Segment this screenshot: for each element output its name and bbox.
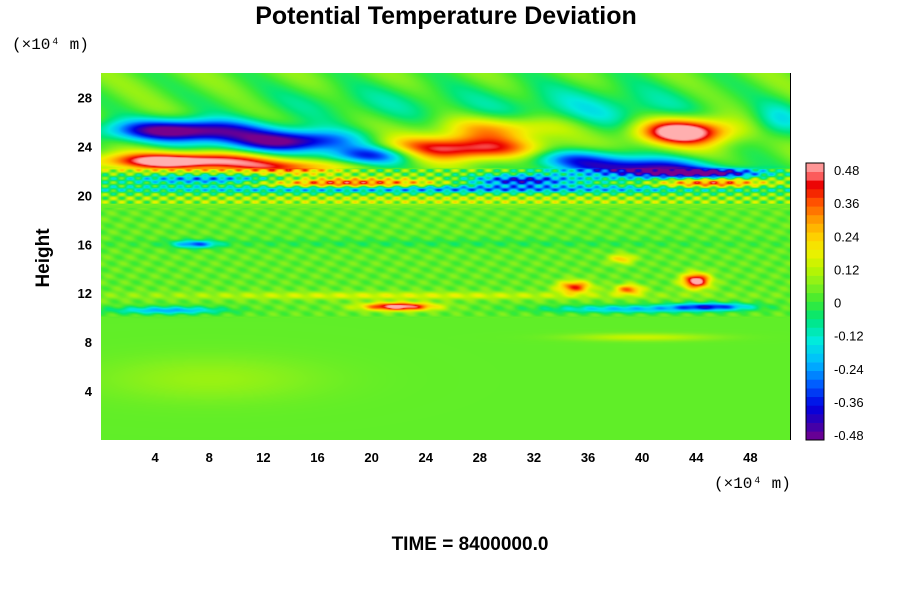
colorbar-swatch	[806, 379, 824, 389]
y-axis-title: Height	[33, 228, 54, 288]
x-tick-label: 44	[689, 450, 704, 465]
colorbar-swatch	[806, 163, 824, 172]
colorbar-swatch	[806, 223, 824, 233]
colorbar-swatch	[806, 180, 824, 190]
x-axis-ticks: 4 8 12 16 20 24 28 32 36 40 44 48	[152, 450, 758, 465]
x-axis-unit: (×10⁴ m)	[714, 475, 791, 493]
colorbar-swatch	[806, 414, 824, 423]
colorbar-swatch	[806, 284, 824, 294]
y-tick-label: 28	[78, 90, 92, 105]
heatmap-canvas	[101, 73, 791, 440]
colorbar-tick-label: 0.24	[834, 229, 859, 244]
heatmap-area	[101, 73, 791, 440]
x-tick-label: 8	[206, 450, 213, 465]
colorbar-ticks: 0.48 0.36 0.24 0.12 0 -0.12 -0.24 -0.36 -0.48	[834, 163, 864, 443]
x-tick-label: 48	[743, 450, 757, 465]
x-tick-label: 24	[418, 450, 433, 465]
colorbar-swatch	[806, 301, 824, 311]
colorbar-swatch	[806, 240, 824, 250]
y-tick-label: 16	[78, 237, 92, 252]
colorbar-tick-label: 0.36	[834, 196, 859, 211]
colorbar-swatch	[806, 292, 824, 302]
colorbar-swatch	[806, 327, 824, 337]
y-tick-label: 12	[78, 286, 92, 301]
y-axis-ticks: 4 8 12 16 20 24 28	[78, 90, 93, 399]
colorbar-swatch	[806, 310, 824, 320]
colorbar-swatch	[806, 249, 824, 259]
colorbar-tick-label: -0.36	[834, 395, 864, 410]
colorbar-swatch	[806, 318, 824, 328]
colorbar-tick-label: -0.12	[834, 329, 864, 344]
colorbar-tick-label: 0.48	[834, 163, 859, 178]
colorbar-frame	[805, 162, 825, 441]
colorbar	[805, 162, 825, 441]
x-tick-label: 40	[635, 450, 649, 465]
y-tick-label: 20	[78, 188, 92, 203]
colorbar-swatch	[806, 431, 824, 441]
colorbar-swatch	[806, 396, 824, 406]
colorbar-swatch	[806, 275, 824, 285]
y-tick-label: 24	[78, 139, 93, 154]
colorbar-swatch	[806, 171, 824, 181]
y-axis-unit: (×10⁴ m)	[12, 36, 89, 54]
x-tick-label: 12	[256, 450, 270, 465]
colorbar-swatch	[806, 362, 824, 372]
x-tick-label: 16	[310, 450, 324, 465]
colorbar-swatch	[806, 405, 824, 415]
colorbar-tick-label: 0	[834, 296, 841, 311]
y-tick-label: 8	[85, 335, 92, 350]
x-tick-label: 20	[364, 450, 378, 465]
chart-title: Potential Temperature Deviation	[255, 2, 637, 30]
y-tick-label: 4	[85, 384, 93, 399]
colorbar-swatch	[806, 206, 824, 216]
colorbar-swatch	[806, 266, 824, 276]
x-tick-label: 36	[581, 450, 595, 465]
colorbar-swatch	[806, 353, 824, 363]
colorbar-swatch	[806, 232, 824, 242]
colorbar-tick-label: -0.24	[834, 362, 864, 377]
x-tick-label: 4	[152, 450, 160, 465]
colorbar-swatch	[806, 188, 824, 198]
colorbar-swatch	[806, 214, 824, 224]
colorbar-swatch	[806, 336, 824, 346]
colorbar-swatch	[806, 370, 824, 380]
time-label: TIME = 8400000.0	[392, 534, 549, 555]
colorbar-tick-label: 0.12	[834, 262, 859, 277]
colorbar-swatch	[806, 344, 824, 354]
x-tick-label: 28	[473, 450, 487, 465]
colorbar-swatch	[806, 422, 824, 432]
x-tick-label: 32	[527, 450, 541, 465]
colorbar-tick-label: -0.48	[834, 428, 864, 443]
colorbar-swatch	[806, 388, 824, 398]
colorbar-swatch	[806, 197, 824, 207]
colorbar-swatch	[806, 258, 824, 268]
